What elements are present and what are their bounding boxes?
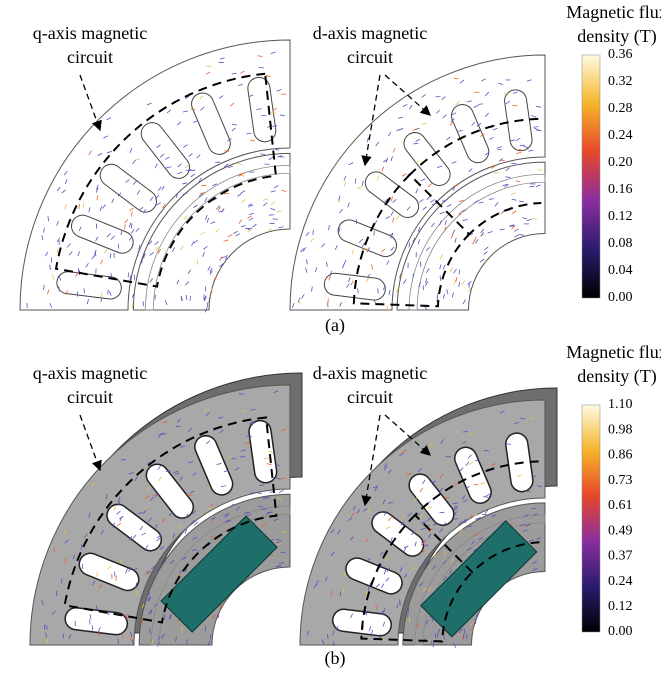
colorbar-tick-label: 0.24 (608, 574, 633, 589)
flux-vector (48, 216, 49, 221)
flux-vector (459, 270, 460, 275)
label-arrow (80, 415, 100, 470)
panel-caption: (b) (325, 648, 346, 669)
colorbar-tick-label: 0.00 (608, 624, 633, 639)
colorbar-tick-label: 0.28 (608, 101, 633, 116)
flux-vector (274, 149, 279, 150)
colorbar-title: density (T) (577, 366, 656, 387)
flux-vector (224, 151, 229, 152)
colorbar-title: density (T) (577, 26, 656, 47)
flux-vector (273, 219, 278, 220)
colorbar-tick-label: 0.12 (608, 209, 633, 224)
flux-vector (257, 493, 262, 494)
flux-vector (480, 483, 485, 484)
circuit-label: q-axis magnetic (33, 363, 147, 383)
flux-vector (138, 251, 139, 256)
motor-section (30, 373, 302, 647)
flux-vector (475, 619, 476, 624)
circuit-label: circuit (347, 47, 393, 67)
colorbar (582, 55, 600, 298)
colorbar-tick-label: 0.00 (608, 290, 633, 305)
colorbar-tick-label: 0.61 (608, 498, 633, 513)
colorbar-tick-label: 0.08 (608, 236, 633, 251)
colorbar (582, 405, 600, 632)
flux-vector (409, 242, 410, 247)
circuit-label: circuit (347, 387, 393, 407)
flux-vector (165, 557, 166, 562)
flux-vector (194, 522, 198, 525)
circuit-label: d-axis magnetic (313, 23, 427, 43)
colorbar-tick-label: 0.37 (608, 549, 633, 564)
colorbar-tick-label: 0.04 (608, 263, 633, 278)
flux-vector (530, 186, 535, 187)
motor-section (300, 388, 557, 648)
circuit-label: circuit (67, 47, 113, 67)
flux-vector (161, 434, 166, 435)
flux-vector (176, 426, 181, 427)
flux-vector (260, 154, 265, 155)
flux-vector (509, 226, 514, 227)
colorbar-tick-label: 0.49 (608, 523, 633, 538)
flux-vector (247, 515, 252, 516)
colorbar-tick-label: 1.10 (608, 397, 633, 412)
colorbar-title: Magnetic flux (566, 342, 661, 362)
circuit-label: d-axis magnetic (313, 363, 427, 383)
colorbar-tick-label: 0.98 (608, 422, 633, 437)
flux-vector (475, 460, 480, 461)
motor-section (290, 55, 545, 310)
flux-vector (440, 276, 441, 281)
colorbar-tick-label: 0.86 (608, 448, 633, 463)
colorbar-title: Magnetic flux (566, 2, 661, 22)
flux-vector (400, 600, 401, 605)
circuit-label: circuit (67, 387, 113, 407)
flux-vector (84, 288, 85, 293)
colorbar-tick-label: 0.73 (608, 473, 633, 488)
flux-vector (478, 104, 483, 105)
flux-vector (27, 303, 28, 308)
figure: q-axis magnetic circuit d-axis magnetic cir… (0, 0, 661, 677)
circuit-label: q-axis magnetic (33, 23, 147, 43)
flux-vector (279, 490, 283, 492)
colorbar-tick-label: 0.24 (608, 128, 633, 143)
panel-caption: (a) (325, 315, 345, 336)
colorbar-tick-label: 0.32 (608, 74, 633, 89)
motor-section (20, 40, 290, 312)
colorbar-tick-label: 0.16 (608, 182, 633, 197)
colorbar-tick-label: 0.36 (608, 47, 633, 62)
colorbar-tick-label: 0.12 (608, 599, 633, 614)
colorbar-tick-label: 0.20 (608, 155, 633, 170)
